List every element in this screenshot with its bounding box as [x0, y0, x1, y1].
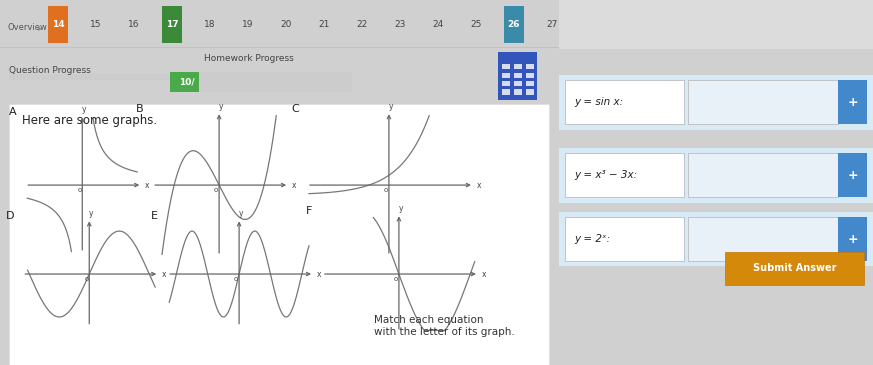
Bar — [559, 148, 873, 203]
Bar — [498, 52, 537, 100]
Text: y: y — [239, 210, 244, 218]
Text: 23: 23 — [395, 20, 406, 29]
Text: 24: 24 — [432, 20, 443, 29]
Bar — [526, 73, 533, 78]
Bar — [514, 64, 522, 69]
Text: o: o — [78, 187, 81, 193]
Bar — [565, 153, 684, 197]
Text: o: o — [234, 276, 238, 282]
Text: x: x — [292, 181, 297, 189]
Bar — [504, 6, 524, 43]
Bar — [48, 6, 68, 43]
Bar — [526, 81, 533, 86]
Text: y: y — [399, 204, 403, 214]
Text: 16: 16 — [128, 20, 140, 29]
Text: Submit Answer: Submit Answer — [753, 263, 836, 273]
Text: 31: 31 — [698, 20, 710, 29]
Text: o: o — [85, 276, 88, 282]
Bar — [170, 72, 352, 92]
Bar — [514, 73, 522, 78]
Bar — [559, 0, 873, 49]
Bar — [565, 80, 684, 124]
Text: Question Progress: Question Progress — [9, 66, 90, 75]
Text: Match each equation
with the letter of its graph.: Match each equation with the letter of i… — [374, 315, 515, 337]
Text: 18: 18 — [204, 20, 216, 29]
Text: x: x — [317, 269, 321, 278]
Text: 29: 29 — [622, 20, 634, 29]
Text: 14: 14 — [52, 20, 65, 29]
Text: D: D — [6, 211, 15, 222]
Bar — [559, 212, 873, 266]
Bar — [170, 72, 199, 92]
Text: x: x — [145, 181, 149, 189]
Bar — [838, 80, 867, 124]
Text: y = x³ − 3x:: y = x³ − 3x: — [574, 170, 637, 180]
Text: y: y — [388, 102, 393, 111]
Text: +: + — [848, 233, 858, 246]
Bar — [688, 217, 838, 261]
Bar — [514, 89, 522, 95]
Bar — [162, 6, 182, 43]
Bar — [514, 81, 522, 86]
Bar — [838, 153, 867, 197]
Bar — [559, 75, 873, 130]
Bar — [688, 80, 838, 124]
Text: B: B — [136, 104, 144, 114]
Bar — [688, 153, 838, 197]
Text: +: + — [848, 169, 858, 182]
Text: x: x — [482, 269, 486, 278]
Text: 27: 27 — [546, 20, 558, 29]
Text: Overview: Overview — [8, 23, 48, 32]
Text: 10/: 10/ — [179, 77, 195, 86]
Text: 21: 21 — [319, 20, 330, 29]
Text: Homework Progress: Homework Progress — [204, 54, 294, 63]
Text: y = 2ˣ:: y = 2ˣ: — [574, 234, 610, 244]
Bar — [502, 73, 510, 78]
Text: 22: 22 — [356, 20, 368, 29]
Text: 28: 28 — [584, 20, 595, 29]
Text: x: x — [162, 269, 167, 278]
Text: ▸: ▸ — [38, 23, 42, 32]
Text: C: C — [291, 104, 299, 114]
Text: A: A — [10, 107, 17, 117]
Text: 32: 32 — [736, 20, 747, 29]
Bar — [838, 217, 867, 261]
Text: o: o — [394, 276, 398, 282]
Text: 15: 15 — [90, 20, 102, 29]
Text: 25: 25 — [471, 20, 482, 29]
Text: 20: 20 — [280, 20, 292, 29]
Text: o: o — [384, 187, 388, 193]
Bar — [526, 89, 533, 95]
Text: E: E — [151, 211, 158, 222]
Text: 26: 26 — [508, 20, 520, 29]
Text: y = sin x:: y = sin x: — [574, 97, 623, 107]
Bar — [526, 64, 533, 69]
Bar — [565, 217, 684, 261]
Text: x: x — [477, 181, 481, 189]
Text: +: + — [848, 96, 858, 109]
Bar — [502, 89, 510, 95]
Text: y: y — [89, 210, 93, 218]
Text: Here are some graphs.: Here are some graphs. — [23, 114, 157, 127]
Text: y: y — [219, 102, 223, 111]
Text: o: o — [214, 187, 218, 193]
Bar — [725, 252, 863, 285]
Text: 17: 17 — [166, 20, 178, 29]
Text: 19: 19 — [242, 20, 254, 29]
Bar — [502, 64, 510, 69]
Text: y: y — [82, 105, 86, 114]
Text: 30: 30 — [660, 20, 671, 29]
Text: F: F — [306, 206, 313, 216]
Bar — [9, 74, 190, 80]
Bar — [502, 81, 510, 86]
